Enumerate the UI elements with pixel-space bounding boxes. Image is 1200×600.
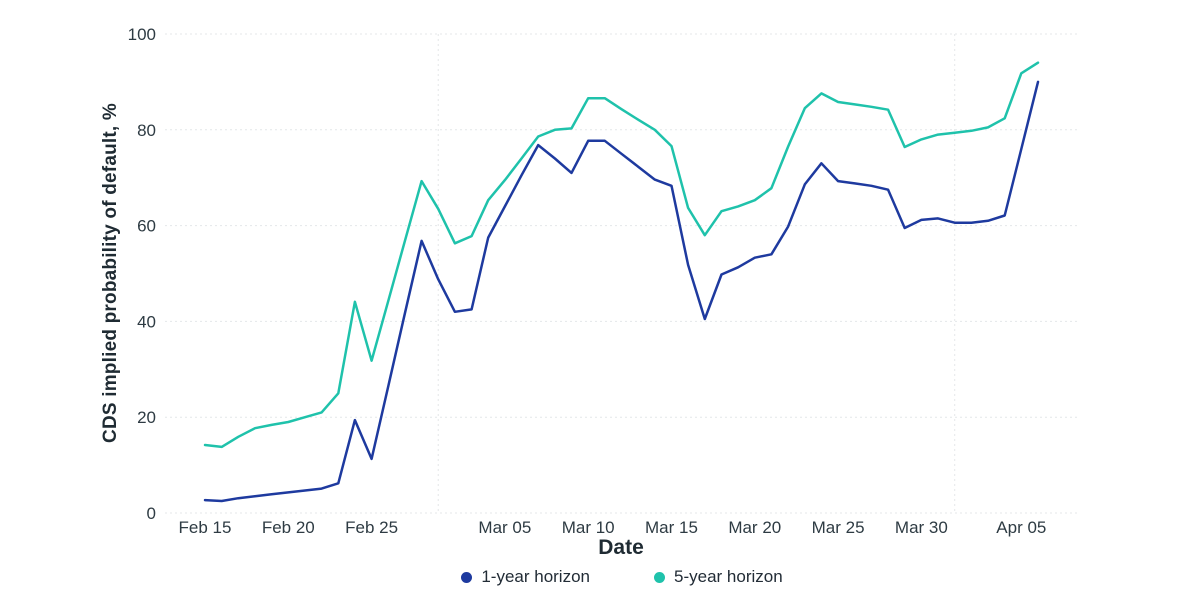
y-tick-label: 0 <box>147 504 156 523</box>
series-line-1-year-horizon <box>203 80 1040 503</box>
legend-dot-1-year-icon <box>461 571 473 583</box>
legend: 1-year horizon 5-year horizon <box>0 563 1200 591</box>
x-tick-label: Mar 20 <box>728 518 781 537</box>
x-tick-label: Mar 10 <box>562 518 615 537</box>
legend-item-1-year-horizon: 1-year horizon <box>461 567 590 587</box>
y-tick-label: 80 <box>137 121 156 140</box>
y-tick-label: 20 <box>137 408 156 427</box>
x-tick-label: Mar 25 <box>812 518 865 537</box>
x-tick-label: Feb 20 <box>262 518 315 537</box>
legend-dot-5-year-icon <box>654 571 665 583</box>
x-axis-title: Date <box>598 536 644 559</box>
x-tick-label: Mar 30 <box>895 518 948 537</box>
x-tick-label: Mar 15 <box>645 518 698 537</box>
legend-label-5-year: 5-year horizon <box>674 567 783 586</box>
y-tick-label: 60 <box>137 217 156 236</box>
x-tick-label: Apr 05 <box>996 518 1046 537</box>
legend-label-1-year: 1-year horizon <box>481 567 590 586</box>
y-tick-label: 100 <box>128 25 156 44</box>
legend-item-5-year-horizon: 5-year horizon <box>654 567 783 587</box>
y-axis-title: CDS implied probability of default, % <box>100 103 121 443</box>
x-tick-label: Feb 15 <box>179 518 232 537</box>
y-tick-label: 40 <box>137 312 156 331</box>
series-line-5-year-horizon <box>203 61 1040 449</box>
x-tick-label: Feb 25 <box>345 518 398 537</box>
x-tick-label: Mar 05 <box>478 518 531 537</box>
